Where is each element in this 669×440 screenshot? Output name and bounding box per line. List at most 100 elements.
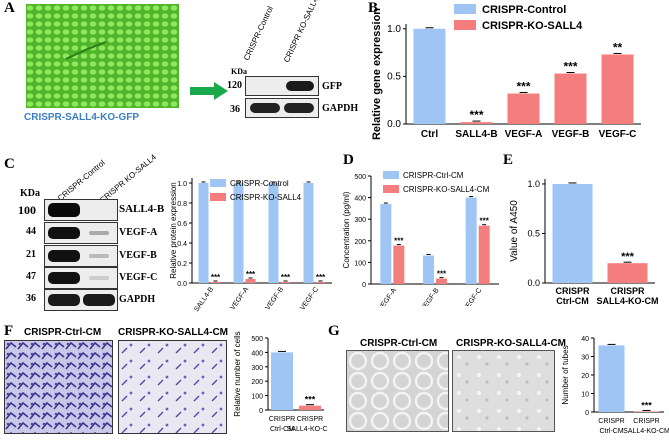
significance-marker: ***: [211, 273, 221, 282]
c-marker-36: 36: [26, 293, 36, 304]
y-tick-label: 0.6: [177, 221, 187, 228]
bar: [271, 352, 293, 410]
legend-swatch: [454, 4, 476, 14]
x-tick-label: SALL4-KO-CM: [623, 428, 669, 435]
significance-marker: ***: [621, 251, 635, 263]
blot-gfp: [245, 76, 319, 96]
significance-marker: ***: [305, 395, 316, 405]
g-ctrl-tube-image: [346, 350, 449, 432]
g-image1-title: CRISPR-Ctrl-CM: [360, 338, 438, 349]
x-tick-label: Ctrl-CM: [599, 428, 623, 435]
legend-label: CRISPR-Control: [230, 179, 289, 188]
panel-label-b: B: [368, 0, 379, 16]
band-label-gapdh: GAPDH: [322, 103, 359, 114]
panel-label-f: F: [4, 323, 14, 339]
bar: [303, 183, 314, 283]
c-marker-21: 21: [26, 249, 36, 260]
bar: [478, 225, 490, 284]
y-tick-label: 30: [581, 355, 589, 362]
c-lane-label-ko: CRISPR KO-SALL4: [98, 152, 158, 205]
x-tick-label: SALL4-KO-CM: [287, 426, 328, 433]
c-marker-47: 47: [26, 271, 36, 282]
bar: [633, 411, 660, 412]
y-axis-label: Relative protein expression: [169, 182, 178, 279]
y-tick-label: 0.8: [177, 201, 187, 208]
bar: [280, 282, 291, 283]
chart-f-cell-number: 0 100 200 300 400 500 Relative number of cells…: [233, 331, 328, 433]
y-axis-label: Relative gene expression: [371, 8, 383, 140]
bar: [315, 282, 326, 283]
c-marker-100: 100: [18, 203, 36, 217]
significance-marker: ***: [437, 270, 447, 279]
legend-label: CRISPR-KO-SALL4: [230, 193, 302, 202]
y-axis-label: Number of tubes: [561, 345, 570, 404]
f-image1-title: CRISPR-Ctrl-CM: [24, 327, 102, 338]
c-blot-vegfa: [44, 222, 118, 244]
bar: [601, 54, 634, 124]
y-tick-label: 0.4: [177, 241, 187, 248]
bar: [268, 183, 279, 283]
x-tick-label: VEGF-C: [462, 287, 483, 306]
y-axis-label: Concentration (pg/ml): [342, 191, 351, 268]
panel-label-e: E: [503, 152, 514, 168]
c-blot-sall4b: [44, 199, 118, 221]
x-tick-label: VEGF-B: [552, 129, 590, 140]
legend-label: CRISPR-KO-SALL4: [482, 20, 583, 32]
bar: [413, 28, 446, 125]
x-tick-label: VEGF-C: [299, 286, 320, 312]
significance-marker: ***: [641, 400, 652, 410]
x-tick-label: CRISPR: [598, 418, 624, 425]
f-ko-migration-image: [118, 340, 227, 434]
y-tick-label: 0.5: [387, 71, 401, 82]
c-blot-vegfc: [44, 267, 118, 289]
legend-label: CRISPR-Ctrl-CM: [403, 171, 464, 180]
c-kda-label: KDa: [20, 188, 40, 199]
y-tick-label: 1.0: [177, 181, 187, 188]
x-tick-label: Ctrl: [421, 129, 438, 140]
y-tick-label: 20: [581, 373, 589, 380]
x-tick-label: Ctrl-CM: [556, 296, 589, 306]
y-tick-label: 40: [581, 336, 589, 343]
bar: [423, 255, 434, 284]
significance-marker: ***: [281, 273, 291, 282]
y-tick-label: 0: [259, 408, 263, 415]
c-band-label-vegfc: VEGF-C: [119, 272, 158, 283]
y-tick-label: 0.0: [387, 119, 401, 130]
panel-label-d: D: [343, 152, 354, 168]
y-tick-label: 500: [354, 174, 366, 181]
significance-marker: ***: [563, 60, 577, 74]
band-label-gfp: GFP: [322, 81, 342, 92]
blot-gapdh: [245, 98, 319, 118]
legend-swatch: [454, 20, 476, 30]
bar: [198, 183, 209, 283]
c-band-label-vegfb: VEGF-B: [119, 250, 157, 261]
x-tick-label: VEGF-C: [599, 129, 637, 140]
y-tick-label: 0: [585, 410, 589, 417]
significance-marker: ***: [246, 270, 256, 279]
y-tick-label: 1.0: [387, 24, 401, 35]
c-band-label-gapdh: GAPDH: [119, 294, 156, 305]
x-tick-label: CRISPR: [633, 418, 659, 425]
bar: [436, 278, 447, 284]
legend-swatch: [383, 171, 399, 179]
x-tick-label: VEGF-A: [505, 129, 543, 140]
bar: [552, 183, 593, 283]
x-tick-label: SALL4-KO-CM: [597, 296, 659, 306]
bar: [380, 204, 392, 284]
c-band-label-vegfa: VEGF-A: [119, 227, 158, 238]
panel-label-c: C: [4, 156, 15, 172]
bar: [233, 183, 244, 283]
legend-swatch: [210, 179, 226, 187]
marker-36: 36: [230, 104, 240, 115]
x-tick-label: Ctrl-CM: [270, 426, 294, 433]
bar: [598, 345, 625, 412]
bar: [465, 197, 477, 284]
chart-b-gene-expression: 0.0 0.5 1.0 Relative gene expression Ctrl ***…: [371, 4, 641, 140]
right-arrow-icon: [190, 82, 228, 100]
bar: [299, 405, 321, 410]
y-axis-label: Value of A450: [509, 200, 520, 262]
y-tick-label: 300: [354, 217, 366, 224]
gfp-image-caption: CRISPR-SALL4-KO-GFP: [24, 112, 139, 123]
y-tick-label: 0.0: [527, 278, 540, 288]
